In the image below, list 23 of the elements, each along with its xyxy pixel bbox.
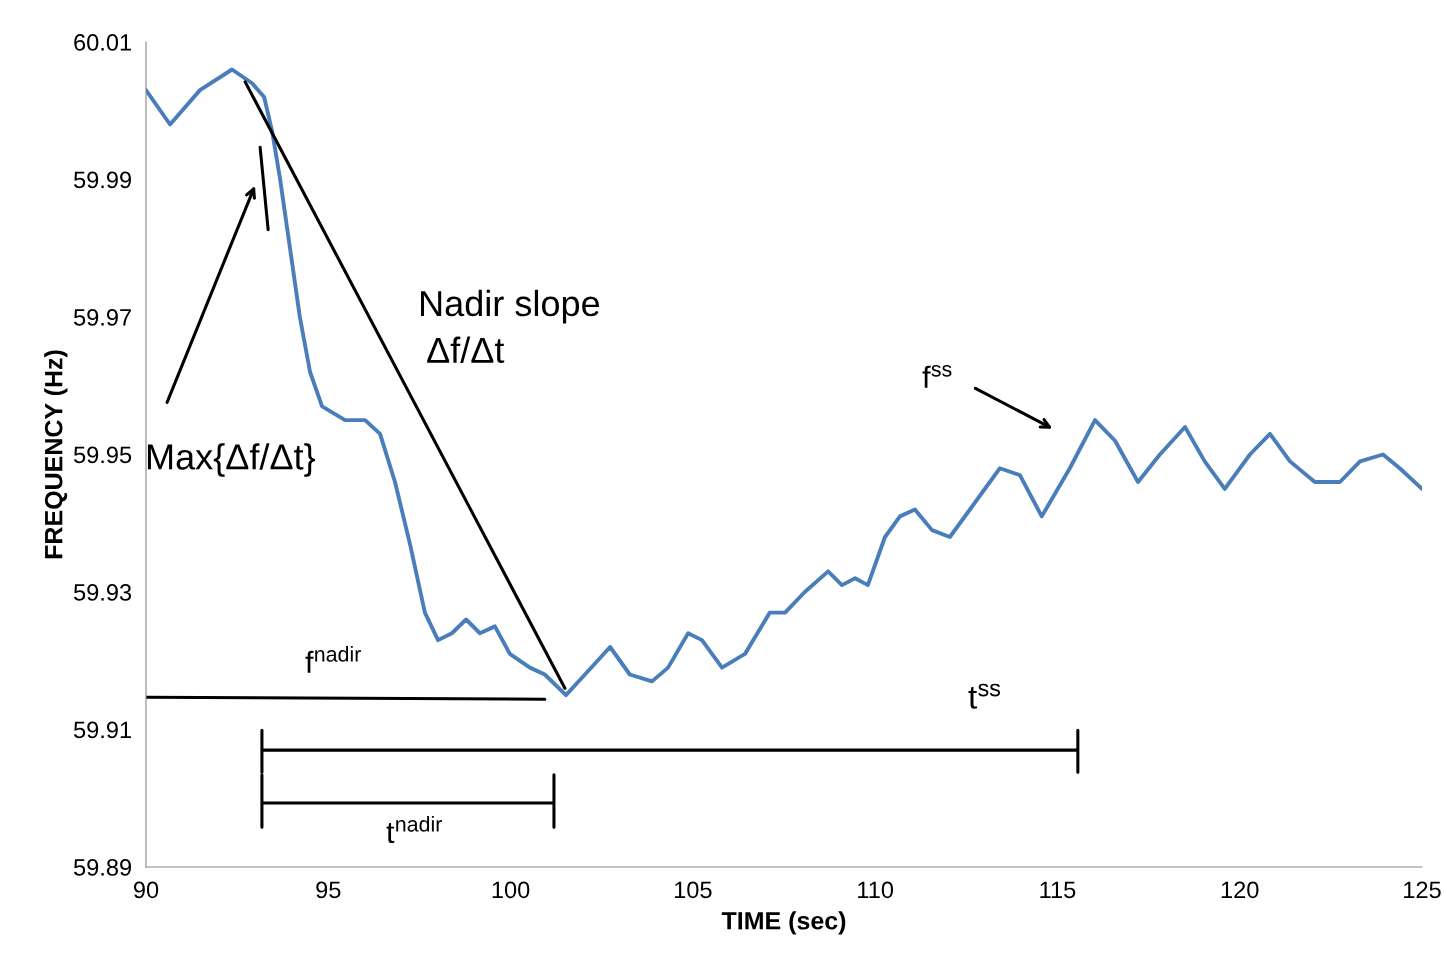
- annotation: t$^{nadir}$: [386, 816, 442, 844]
- x-tick-label: 95: [316, 881, 341, 899]
- y-tick-label: 59.91: [73, 721, 131, 739]
- x-tick-label: 120: [1221, 881, 1259, 899]
- y-tick-label: 59.99: [73, 171, 131, 189]
- y-tick-label: 59.89: [73, 859, 131, 876]
- x-tick-label: 115: [1040, 881, 1076, 899]
- x-tick-label: 90: [133, 881, 159, 899]
- annotation: f$^{ss}$: [922, 364, 952, 388]
- x-axis-title: TIME (sec): [721, 911, 846, 935]
- annotation: Max{Δf/Δt}: [147, 443, 316, 477]
- x-tick-label: 110: [858, 881, 894, 899]
- annotation: Nadir slope Δf/Δt: [421, 289, 600, 364]
- x-tick-label: 105: [674, 881, 712, 899]
- x-tick-label: 125: [1404, 881, 1441, 899]
- y-axis-title: FREQUENCY (Hz): [44, 350, 68, 559]
- y-tick-label: 59.97: [73, 309, 131, 326]
- y-tick-label: 59.93: [73, 584, 132, 601]
- x-tick-label: 100: [492, 881, 530, 899]
- annotation: t$^{ss}$: [968, 683, 1001, 709]
- annotation: f$^{nadir}$: [305, 646, 361, 673]
- y-tick-label: 59.95: [73, 446, 132, 464]
- y-tick-label: 60.01: [74, 34, 131, 51]
